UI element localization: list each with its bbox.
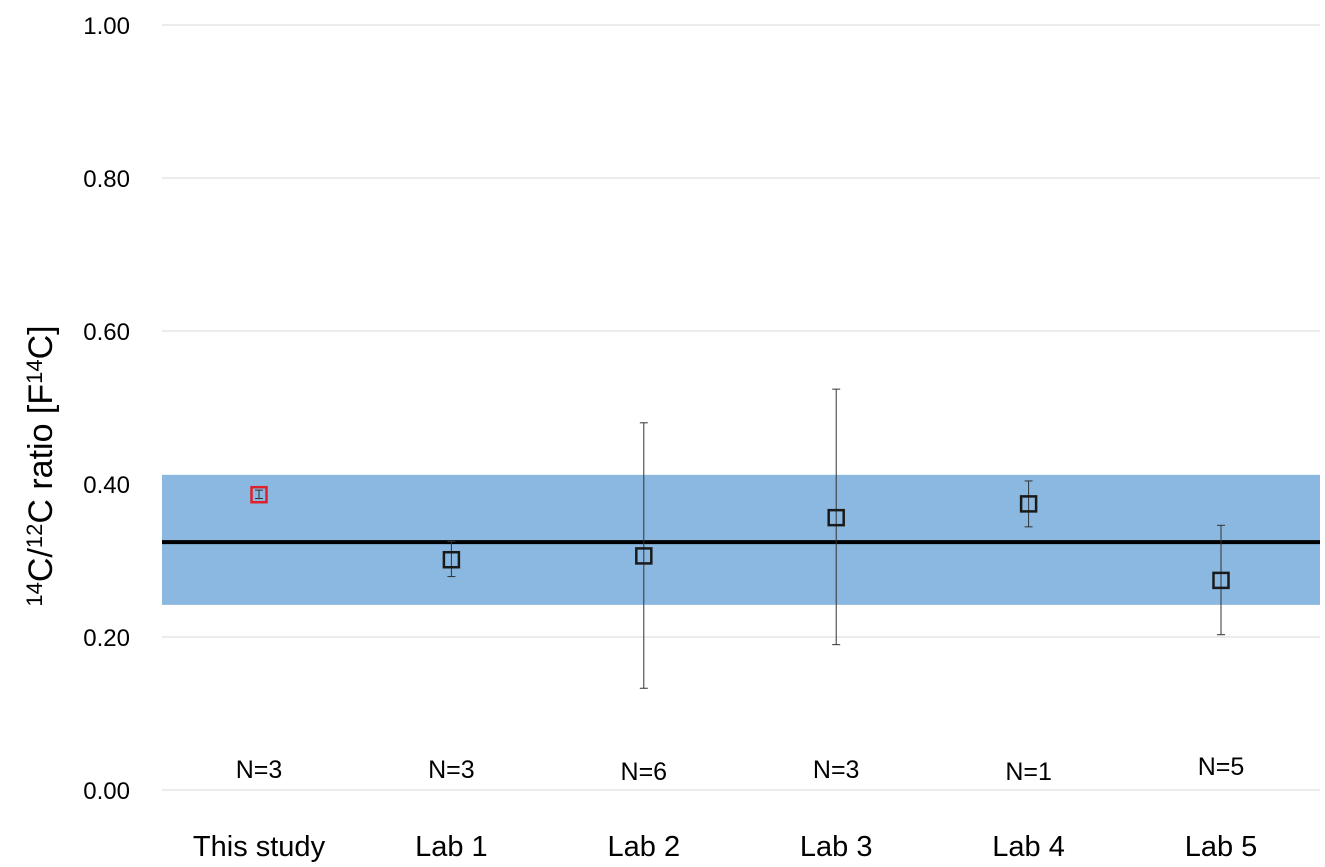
n-label: N=1	[1005, 758, 1052, 786]
y-axis-label-text: C]	[22, 325, 60, 359]
x-category-label: Lab 4	[992, 831, 1065, 863]
x-category-label: Lab 2	[608, 831, 681, 863]
y-tick-label-layer: 0.00 0.20 0.40 0.60 0.80 1.00	[83, 13, 130, 805]
data-point	[1212, 571, 1230, 590]
y-tick-label: 0.20	[83, 625, 130, 652]
data-point	[635, 547, 653, 565]
y-tick-label: 1.00	[83, 13, 130, 40]
data-point	[442, 550, 461, 569]
data-point	[827, 508, 845, 527]
reference-band	[162, 474, 1320, 605]
y-tick-label: 0.00	[83, 778, 130, 805]
y-axis-label-superscript: 14	[22, 582, 47, 606]
data-point	[1019, 495, 1038, 513]
n-label: N=5	[1198, 753, 1245, 781]
band-layer	[162, 474, 1320, 605]
n-label: N=3	[236, 756, 283, 784]
y-axis-label-text: C/	[22, 548, 60, 583]
y-tick-label: 0.40	[83, 472, 130, 499]
error-bar-layer	[255, 388, 1225, 689]
y-axis-label-superscript: 14	[22, 359, 47, 383]
grid-layer	[162, 24, 1320, 791]
point-layer	[250, 485, 1230, 590]
y-tick-label: 0.80	[83, 166, 130, 193]
n-label-layer: N=3 N=3 N=6 N=3 N=1 N=5	[236, 753, 1245, 786]
x-category-label: Lab 5	[1185, 831, 1258, 863]
data-point	[250, 485, 268, 504]
x-category-label: This study	[193, 831, 326, 863]
x-category-label: Lab 3	[800, 831, 873, 863]
n-label: N=3	[813, 756, 860, 784]
y-axis-label: 14C/12C ratio [F14C]	[22, 325, 60, 606]
y-axis-label-superscript: 12	[22, 524, 47, 548]
y-axis-label-text: C ratio [F	[22, 384, 60, 524]
x-category-label: Lab 1	[415, 831, 488, 863]
category-label-layer: This study Lab 1 Lab 2 Lab 3 Lab 4 Lab 5	[193, 831, 1257, 863]
n-label: N=6	[621, 758, 668, 786]
y-tick-label: 0.60	[83, 319, 130, 346]
n-label: N=3	[428, 756, 475, 784]
